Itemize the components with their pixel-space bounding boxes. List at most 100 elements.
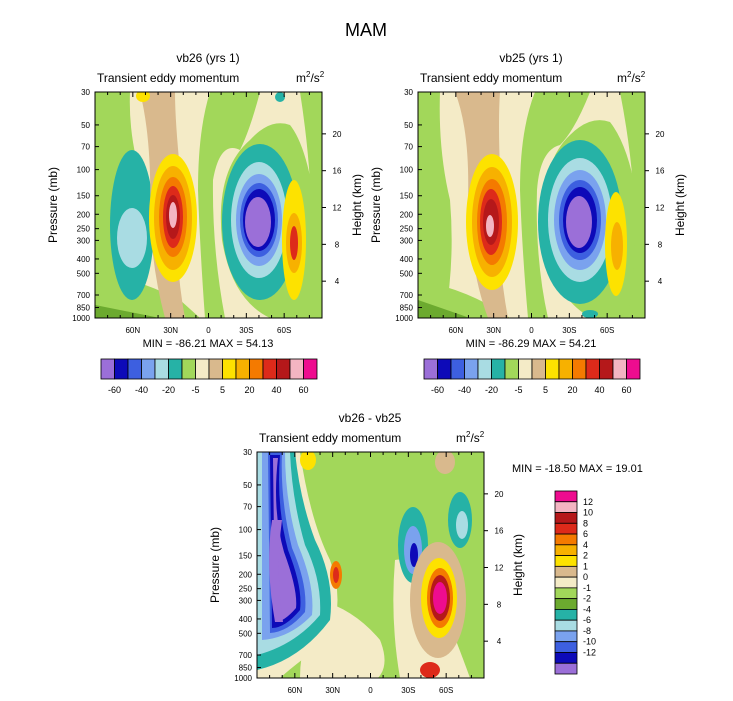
y-tick-label-right: 20 (333, 130, 342, 139)
colorbar-swatch (626, 358, 641, 380)
colorbar-label: 60 (621, 385, 631, 395)
colorbar-swatch (423, 358, 438, 380)
colorbar-swatch (554, 630, 578, 643)
colorbar-swatch (612, 358, 627, 380)
colorbar-swatch (554, 565, 578, 578)
units-label: m2/s2 (296, 70, 325, 85)
colorbar-swatch (154, 358, 169, 380)
region-neg-core-2 (269, 520, 283, 622)
y-tick-label: 30 (404, 88, 413, 97)
colorbar-swatch (554, 576, 578, 589)
y-axis-label-right: Height (km) (350, 174, 364, 236)
y-tick-label: 300 (400, 236, 414, 245)
x-tick-label: 30S (401, 686, 415, 695)
colorbar-label: 20 (244, 385, 254, 395)
y-axis-label: Pressure (mb) (369, 167, 383, 243)
colorbar-label: 8 (583, 518, 588, 528)
panel-diff: vb26 - vb25 Transient eddy momentum m2/s… (208, 411, 643, 695)
y-tick-label-right: 12 (495, 564, 504, 573)
y-tick-label-right: 16 (656, 167, 665, 176)
panel-vb26: vb26 (yrs 1) Transient eddy momentum m2/… (46, 51, 364, 395)
contour-field (418, 92, 645, 318)
colorbar-swatch (554, 598, 578, 610)
spot-bottom (582, 310, 598, 318)
colorbar-label: 10 (583, 508, 593, 518)
y-tick-label: 700 (77, 291, 91, 300)
contour-core (611, 222, 623, 270)
contour-core (566, 196, 592, 248)
y-tick-label-right: 16 (495, 527, 504, 536)
colorbar-label: -20 (485, 385, 498, 395)
y-tick-label: 250 (400, 225, 414, 234)
colorbar-label: -6 (583, 615, 591, 625)
colorbar-label: -60 (108, 385, 121, 395)
y-tick-label: 1000 (395, 314, 413, 323)
colorbar-swatch (554, 490, 578, 503)
y-tick-label: 200 (239, 570, 253, 579)
x-tick-label: 30S (239, 326, 253, 335)
y-tick-label: 70 (81, 143, 90, 152)
colorbar-label: 4 (583, 540, 588, 550)
y-tick-label: 50 (81, 121, 90, 130)
colorbar-label: -5 (191, 385, 199, 395)
colorbar: -60 -40 -20 -5 5 20 40 60 (423, 358, 641, 395)
panel-subtitle: Transient eddy momentum (97, 71, 239, 85)
region-neg-left-core (95, 305, 160, 318)
units-label: m2/s2 (617, 70, 646, 85)
colorbar-swatch (208, 358, 223, 380)
colorbar-swatch (222, 358, 237, 380)
region-neg-left-core (418, 300, 470, 318)
colorbar-label: -8 (583, 626, 591, 636)
contour-field (95, 92, 322, 318)
colorbar-swatch (450, 358, 465, 380)
colorbar-swatch (464, 358, 479, 380)
y-tick-label: 100 (239, 526, 253, 535)
contour-inner (117, 208, 147, 268)
colorbar-swatch (572, 358, 587, 380)
colorbar-label: -4 (583, 604, 591, 614)
colorbar-swatch (554, 619, 578, 632)
min-max-label: MIN = -18.50 MAX = 19.01 (512, 463, 643, 475)
x-tick-label: 30N (325, 686, 340, 695)
region-neg-center (198, 92, 260, 318)
y-tick-label-right: 20 (656, 130, 665, 139)
y-tick-label: 250 (77, 225, 91, 234)
y-tick-label: 30 (81, 88, 90, 97)
colorbar-label: -10 (583, 637, 596, 647)
min-max-label: MIN = -86.29 MAX = 54.21 (466, 338, 597, 350)
contour-core (245, 197, 271, 247)
x-tick-label: 60S (600, 326, 614, 335)
colorbar-swatch (195, 358, 210, 380)
panel-vb25: vb25 (yrs 1) Transient eddy momentum m2/… (369, 51, 687, 395)
x-tick-label: 60S (277, 326, 291, 335)
y-axis-label: Pressure (mb) (208, 527, 222, 603)
contour-pos-top (435, 452, 455, 474)
colorbar-label: 40 (271, 385, 281, 395)
colorbar-swatch (276, 358, 291, 380)
colorbar-swatch (531, 358, 546, 380)
region-neg-center (520, 92, 590, 318)
y-tick-label: 850 (400, 304, 414, 313)
x-tick-label: 30N (163, 326, 178, 335)
y-tick-label: 30 (243, 448, 252, 457)
x-tick-label: 30N (486, 326, 501, 335)
colorbar-swatch (554, 641, 578, 653)
y-tick-label: 400 (239, 615, 253, 624)
x-tick-label: 60N (287, 686, 302, 695)
y-tick-label: 300 (239, 596, 253, 605)
x-tick-label: 0 (529, 326, 534, 335)
contour-neg-core (410, 543, 418, 567)
y-tick-label-right: 20 (495, 490, 504, 499)
colorbar-swatch (235, 358, 250, 380)
y-tick-label-right: 4 (497, 637, 502, 646)
colorbar-label: -1 (583, 583, 591, 593)
colorbar-label: 1 (583, 561, 588, 571)
x-tick-label: 0 (368, 686, 373, 695)
colorbar-swatch (262, 358, 277, 380)
colorbar-label: 12 (583, 497, 593, 507)
contour-core (290, 226, 298, 260)
colorbar-swatch (249, 358, 264, 380)
